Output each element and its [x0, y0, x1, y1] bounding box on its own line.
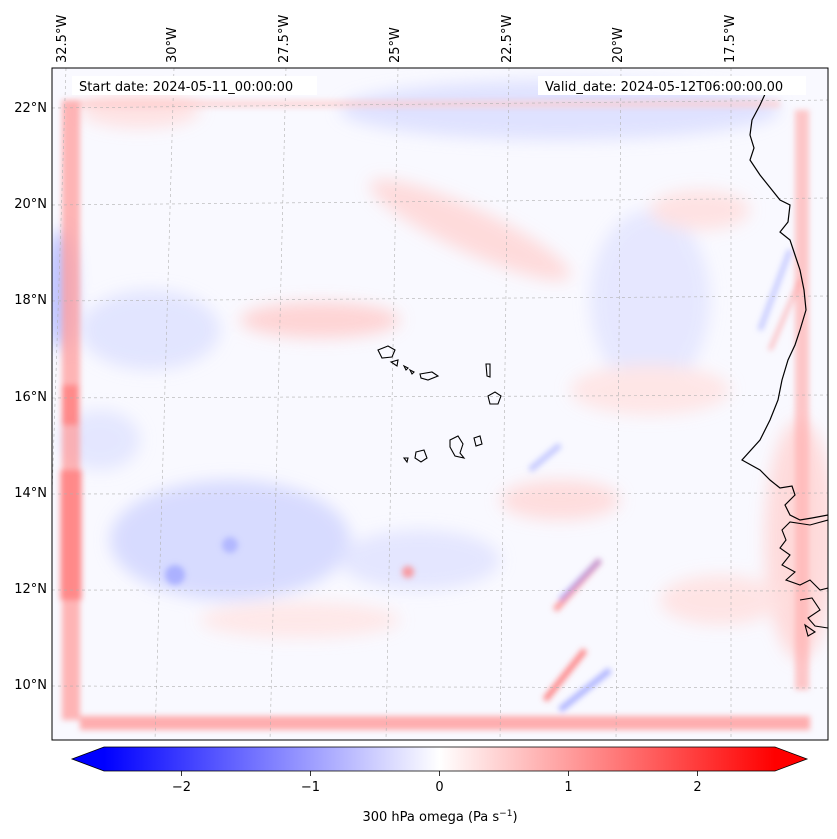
cape-verde-islands	[377, 345, 502, 464]
colorbar-title: 300 hPa omega (Pa s−1)	[362, 809, 517, 825]
lat-tick: 10°N	[14, 678, 47, 693]
lat-tick: 14°N	[14, 486, 47, 501]
colorbar-tick-label: 0	[435, 780, 443, 795]
lat-tick: 16°N	[14, 390, 47, 405]
africa-coastline	[741, 79, 828, 521]
colorbar-tick-label: 2	[693, 780, 701, 795]
colorbar-gradient	[104, 747, 775, 771]
start-date-label: Start date: 2024-05-11_00:00:00	[79, 80, 293, 95]
lon-tick: 22.5°W	[500, 15, 515, 63]
map-frame	[51, 67, 829, 741]
lon-tick: 30°W	[165, 27, 180, 63]
colorbar-max-extend	[775, 747, 807, 771]
lon-tick-labels: 32.5°W 30°W 27.5°W 25°W 22.5°W 20°W 17.5…	[55, 15, 738, 63]
valid-date-label: Valid_date: 2024-05-12T06:00:00.00	[545, 80, 783, 95]
graticule	[52, 68, 828, 740]
lat-tick: 12°N	[14, 582, 47, 597]
africa-coastline-south	[779, 519, 828, 637]
valid-date-box	[538, 76, 806, 95]
lat-tick: 18°N	[14, 293, 47, 308]
start-date-box	[72, 76, 317, 95]
lat-tick: 20°N	[14, 197, 47, 212]
lon-tick: 25°W	[388, 27, 403, 63]
colorbar-min-extend	[72, 747, 104, 771]
colorbar-tick-label: −2	[172, 780, 191, 795]
lat-tick-labels: 22°N 20°N 18°N 16°N 14°N 12°N 10°N	[14, 101, 47, 693]
lat-tick: 22°N	[14, 101, 47, 116]
colorbar: −2 −1 0 1 2 300 hPa omega (Pa s−1)	[70, 746, 809, 825]
colorbar-ticks: −2 −1 0 1 2	[172, 771, 702, 795]
lon-tick: 27.5°W	[277, 15, 292, 63]
colorbar-outline	[70, 746, 809, 772]
omega-field: Start date: 2024-05-11_00:00:00 Valid_da…	[52, 68, 828, 740]
lon-tick: 17.5°W	[723, 15, 738, 63]
colorbar-tick-label: −1	[301, 780, 320, 795]
lon-tick: 32.5°W	[55, 15, 70, 63]
colorbar-tick-label: 1	[564, 780, 572, 795]
lon-tick: 20°W	[611, 27, 626, 63]
